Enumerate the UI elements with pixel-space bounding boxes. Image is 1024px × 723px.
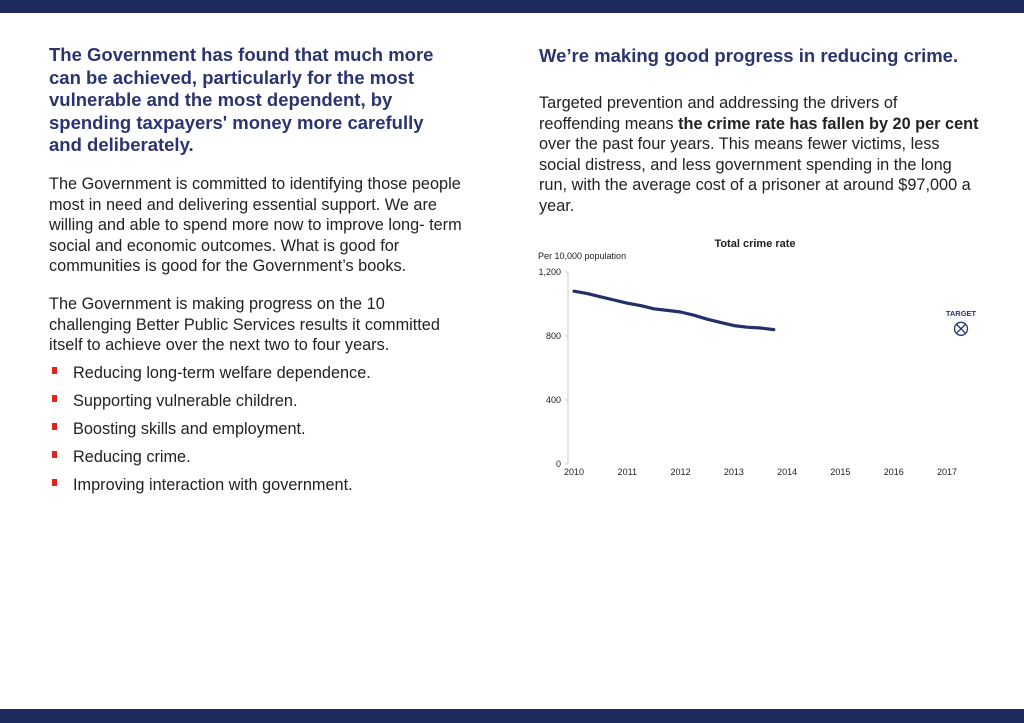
crime-rate-chart: Total crime rate Per 10,000 population 0… (538, 238, 977, 477)
lead-heading: The Government has found that much more … (49, 44, 434, 156)
y-tick-label: 0 (556, 459, 561, 469)
x-tick-label: 2010 (564, 467, 584, 477)
bullet-square-icon (52, 394, 57, 402)
x-tick-label: 2016 (884, 467, 904, 477)
top-brand-bar (0, 0, 1024, 13)
crime-paragraph-highlight: the crime rate has fallen by 20 per cent (678, 114, 979, 133)
x-tick-label: 2013 (724, 467, 744, 477)
list-item-label: Supporting vulnerable children. (73, 391, 298, 410)
crime-rate-line (572, 289, 776, 332)
list-item: Improving interaction with government. (49, 475, 489, 503)
crime-paragraph-start: Targeted prevention and addressing the d… (539, 94, 898, 133)
x-ticks: 2010 2011 2012 2013 2014 2015 2016 2017 (564, 467, 957, 477)
crime-paragraph: Targeted prevention and addressing the d… (539, 93, 979, 217)
crime-paragraph-end: over the past four years. This means few… (539, 135, 971, 215)
list-item: Supporting vulnerable children. (49, 391, 489, 419)
progress-paragraph: The Government is making progress on the… (49, 294, 440, 355)
target-marker-icon (953, 321, 969, 336)
crime-heading: We’re making good progress in reducing c… (539, 45, 959, 66)
commitment-paragraph: The Government is committed to identifyi… (49, 174, 462, 276)
y-axis-label: Per 10,000 population (538, 251, 626, 261)
list-item-label: Reducing crime. (73, 447, 191, 466)
x-tick-label: 2011 (618, 467, 637, 477)
bullet-square-icon (52, 478, 57, 486)
bullet-square-icon (52, 422, 57, 430)
list-item-label: Boosting skills and employment. (73, 419, 306, 438)
chart-title: Total crime rate (714, 238, 795, 250)
x-tick-label: 2014 (777, 467, 797, 477)
right-column: We’re making good progress in reducing c… (539, 44, 979, 233)
bullet-square-icon (52, 450, 57, 458)
bottom-brand-bar (0, 709, 1024, 723)
list-item: Reducing crime. (49, 447, 489, 475)
y-ticks: 0 400 800 1,200 (538, 267, 568, 469)
left-column: The Government has found that much more … (49, 44, 489, 503)
list-item-label: Reducing long-term welfare dependence. (73, 363, 371, 382)
list-item: Reducing long-term welfare dependence. (49, 363, 489, 391)
y-tick-label: 400 (546, 395, 561, 405)
y-tick-label: 1,200 (538, 267, 561, 277)
list-item: Boosting skills and employment. (49, 419, 489, 447)
results-list: Reducing long-term welfare dependence. S… (49, 363, 489, 503)
x-tick-label: 2015 (830, 467, 850, 477)
x-tick-label: 2012 (671, 467, 691, 477)
list-item-label: Improving interaction with government. (73, 475, 353, 494)
y-tick-label: 800 (546, 331, 561, 341)
target-label: TARGET (946, 309, 977, 318)
bullet-square-icon (52, 366, 57, 374)
x-tick-label: 2017 (937, 467, 957, 477)
